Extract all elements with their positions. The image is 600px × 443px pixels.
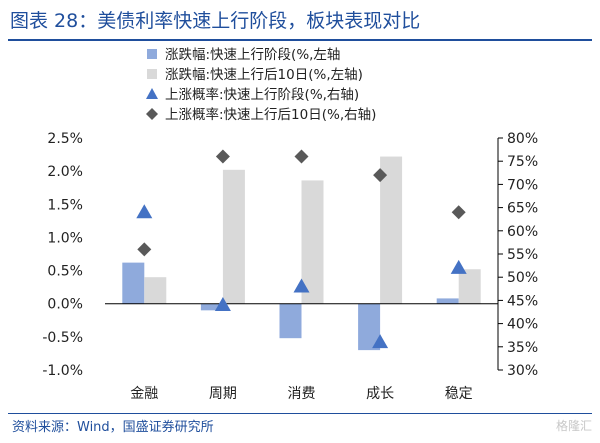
y-left-tick-label: 0.0% [47,297,83,313]
y-right-tick-label: 60% [507,224,538,240]
bar--s0 [436,298,459,304]
bar--s0 [200,303,223,311]
y-left-tick-label: 1.0% [47,230,83,246]
y-right-tick-label: 55% [507,247,538,263]
bar--s1 [144,277,167,304]
legend-marker-0 [147,49,157,59]
footer-rule [8,413,592,414]
bar--s0 [358,303,381,351]
marker-diamond-4 [451,205,466,220]
y-left-tick-label: 2.5% [47,131,83,147]
bar--s1 [380,156,403,304]
title-rule [8,39,592,41]
y-right-tick-label: 80% [507,131,538,147]
marker-triangle-4 [450,259,467,274]
y-left-tick-label: 2.0% [47,164,83,180]
y-left-tick-label: 0.5% [47,264,83,280]
marker-diamond-0 [137,242,152,257]
y-right-tick-label: 40% [507,317,538,333]
bar--s1 [301,180,324,304]
watermark: 格隆汇 [555,419,592,433]
legend-label-0: 涨跌幅:快速上行阶段(%,左轴 [165,47,340,63]
category-label: 稳定 [445,386,473,402]
y-right-tick-label: 35% [507,340,538,356]
y-left-tick-label: 1.5% [47,197,83,213]
bar--s0 [279,303,302,339]
marker-triangle-1 [214,297,231,312]
y-right-tick-label: 65% [507,201,538,217]
legend-label-1: 涨跌幅:快速上行后10日(%,左轴) [165,67,363,83]
marker-diamond-1 [215,149,230,164]
bar--s0 [122,262,145,304]
y-right-tick-label: 45% [507,293,538,309]
category-label: 金融 [130,386,158,402]
category-label: 周期 [209,386,237,402]
marker-diamond-3 [373,168,388,183]
marker-triangle-0 [136,204,153,219]
category-label: 成长 [366,386,394,402]
y-left-tick-label: -0.5% [42,330,83,346]
y-right-tick-label: 50% [507,270,538,286]
marker-triangle-2 [293,278,310,293]
y-right-tick-label: 70% [507,177,538,193]
y-right-tick-label: 75% [507,154,538,170]
category-label: 消费 [288,386,316,402]
bar--s1 [458,269,481,304]
y-left-tick-label: -1.0% [42,363,83,379]
legend-marker-3 [146,108,158,120]
legend-marker-1 [147,69,157,79]
y-right-tick-label: 30% [507,363,538,379]
source-note: 资料来源：Wind，国盛证券研究所 [12,420,214,435]
legend-marker-2 [146,88,158,99]
bar--s1 [222,169,245,304]
figure-title: 图表 28：美债利率快速上行阶段，板块表现对比 [10,10,421,32]
legend-label-3: 上涨概率:快速上行后10日(%,右轴) [165,106,376,123]
marker-triangle-3 [372,334,389,349]
marker-diamond-2 [294,149,309,164]
legend-label-2: 上涨概率:快速上行阶段(%,右轴) [165,86,359,103]
